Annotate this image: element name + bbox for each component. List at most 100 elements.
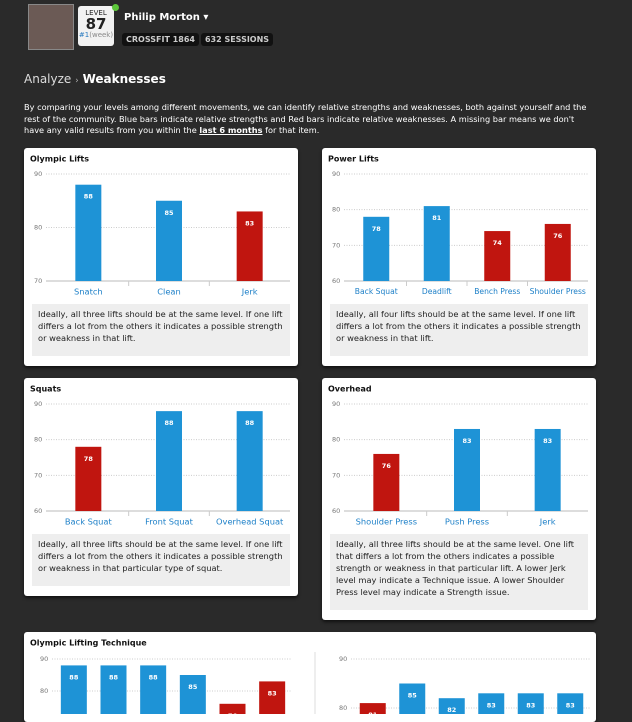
value-label: 88 [164,419,174,427]
value-label: 88 [245,419,255,427]
x-tick-label: Bench Press [474,287,520,296]
chart-note: Ideally, all three lifts should be at th… [32,304,290,356]
intro-link[interactable]: last 6 months [199,125,263,135]
intro: By comparing your levels among different… [24,102,594,137]
chart-title: Power Lifts [328,155,379,164]
y-tick-label: 60 [332,277,340,285]
avatar[interactable] [28,4,74,50]
chart-panel: Olympic Lifting Technique 80 90 88 88 88 85 76 8… [24,632,596,722]
chart-title: Squats [30,385,61,394]
value-label: 85 [188,683,198,691]
y-tick-label: 90 [332,170,340,178]
chart-panel: Olympic Lifts 70 80 90 88 Snatch 85 Clean 83 Jerk… [24,148,298,366]
chart-title: Olympic Lifting Technique [30,639,147,648]
y-tick-label: 90 [332,400,340,408]
y-tick-label: 80 [332,206,340,214]
bar [75,184,102,281]
rank: #1(week) [78,31,114,39]
chart: Olympic Lifts 70 80 90 88 Snatch 85 Clean 83 Jerk [30,155,290,297]
name: Philip Morton [124,12,200,23]
bar [557,693,584,714]
bar [478,693,505,714]
value-label: 88 [149,673,159,681]
bar [259,681,286,714]
value-label: 76 [553,232,563,240]
value-label: 83 [566,701,575,709]
rank-value: #1 [78,31,90,39]
y-tick-label: 90 [339,655,347,663]
value-label: 83 [487,701,496,709]
chart-panel: Squats 60 70 80 90 78 Back Squat 88 Front Squat 8… [24,378,298,596]
breadcrumb-parent[interactable]: Analyze [24,72,72,86]
badge: CROSSFIT 1864 [122,33,199,46]
chart-note: Ideally, all four lifts should be at the… [330,304,588,356]
value-label: 78 [84,455,94,463]
chart: Squats 60 70 80 90 78 Back Squat 88 Front Squat 8… [30,385,290,527]
value-label: 85 [164,209,174,217]
x-tick-label: Deadlift [422,287,452,296]
chart-panel: Power Lifts 60 70 80 90 78 Back Squat 81 Deadlif… [322,148,596,366]
value-label: 76 [382,462,392,470]
chart: Power Lifts 60 70 80 90 78 Back Squat 81 Deadlif… [328,155,588,296]
y-tick-label: 60 [34,507,42,515]
level-box: LEVEL 87 #1(week) [78,6,114,46]
rank-period: (week) [89,31,114,39]
intro-text: By comparing your levels among different… [24,102,587,135]
x-tick-label: Jerk [539,517,556,527]
y-tick-label: 90 [34,400,42,408]
bar [100,665,127,714]
bar [156,411,182,511]
y-tick-label: 70 [332,241,340,249]
bar [363,216,390,281]
y-tick-label: 70 [34,471,42,479]
chart-note: Ideally, all three lifts should be at th… [32,534,290,586]
x-tick-label: Clean [157,287,181,297]
bar [219,703,246,714]
value-label: 85 [408,692,418,700]
chart-panel: Overhead 60 70 80 90 76 Shoulder Press 83 Push P… [322,378,596,620]
bar [75,446,102,511]
x-tick-label: Snatch [74,287,103,297]
x-tick-label: Shoulder Press [356,517,417,527]
bar [484,231,511,281]
value-label: 83 [526,701,535,709]
x-tick-label: Front Squat [145,517,193,527]
y-tick-label: 90 [34,170,42,178]
value-label: 82 [447,706,456,714]
value-label: 88 [69,673,79,681]
breadcrumb-current: Weaknesses [82,72,166,86]
value-label: 74 [493,239,503,247]
status-dot [112,4,119,11]
chart-note: Ideally, all three lifts should be at th… [330,534,588,610]
level: 87 [85,15,107,33]
bar [544,223,571,281]
chart: Olympic Lifting Technique 80 90 88 88 88 85 76 8… [30,639,590,714]
x-tick-label: Shoulder Press [530,287,586,296]
y-tick-label: 60 [332,507,340,515]
y-tick-label: 90 [40,655,48,663]
y-tick-label: 80 [40,687,48,695]
value-label: 78 [372,225,382,233]
y-tick-label: 80 [339,704,347,712]
chart: Overhead 60 70 80 90 76 Shoulder Press 83 Push P… [328,385,588,527]
y-tick-label: 70 [34,277,42,285]
value-label: 81 [368,711,378,714]
value-label: 76 [228,712,238,714]
level-label: LEVEL [85,9,107,17]
bar [60,665,87,714]
bar [517,693,544,714]
y-tick-label: 80 [332,436,340,444]
user-name[interactable]: Philip Morton ▾ [124,12,209,23]
bar [140,665,167,714]
value-label: 83 [543,437,552,445]
bar [438,698,465,714]
bar [236,211,263,281]
x-tick-label: Push Press [445,517,489,527]
bar [423,206,450,281]
x-tick-label: Back Squat [355,287,398,296]
x-tick-label: Jerk [241,287,258,297]
x-tick-label: Overhead Squat [216,517,284,527]
bar [156,200,182,281]
value-label: 83 [245,219,254,227]
